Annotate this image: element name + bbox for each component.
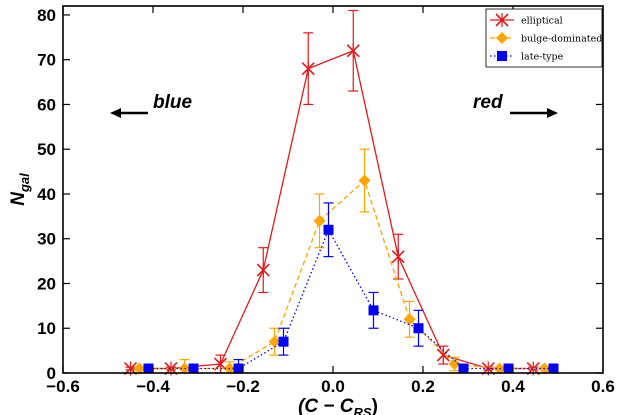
data-point [403,313,416,326]
y-tick-label: 70 [37,51,56,70]
legend-marker [496,32,508,44]
y-tick-label: 0 [47,364,56,383]
data-point [233,363,244,374]
y-tick-label: 30 [37,230,56,249]
x-tick-label: −0.2 [226,377,260,396]
series-elliptical [123,9,540,376]
annotation-red-text: red [473,92,503,113]
data-point [368,305,379,316]
y-tick-label: 50 [37,140,56,159]
series-bulge-dominated [133,148,551,375]
annotation-blue-arrow-head [110,108,121,118]
x-tick-label: 0.2 [411,377,435,396]
x-tick-label: 0.0 [321,377,345,396]
data-point [448,358,461,371]
series-line [148,228,554,370]
x-axis-label-main: (C − C [298,396,354,415]
x-axis-label: (C − CRS) [298,396,378,415]
legend-marker [495,13,509,27]
data-point [188,363,199,374]
data-point [358,174,371,187]
legend-label: elliptical [521,16,563,27]
y-axis-label: Ngal [8,173,32,206]
legend-label: bulge-dominated [521,34,602,45]
data-point [391,249,405,264]
plot-marks [123,9,559,376]
data-point [143,363,154,374]
x-tick-label: 0.6 [591,377,615,396]
data-point [323,224,334,235]
data-point [548,363,559,374]
series-line [139,179,545,370]
legend-label: late-type [521,52,564,63]
annotation-red: red [473,92,558,118]
series-late-type [143,202,559,374]
y-tick-label: 80 [37,6,56,25]
data-point [256,263,270,278]
y-tick-label: 10 [37,319,56,338]
annotation-blue-text: blue [153,92,192,113]
data-point [268,335,281,348]
y-axis-label-sub: gal [17,173,32,193]
data-point [278,336,289,347]
legend-entries: elliptical bulge-dominated late-type [490,13,602,63]
data-point [133,362,146,375]
x-tick-label: −0.6 [46,377,80,396]
data-point [313,214,326,227]
legend-marker [497,51,507,61]
legend: elliptical bulge-dominated late-type [485,8,603,68]
x-axis-label-close: ) [372,396,378,415]
y-tick-label: 40 [37,185,56,204]
legend-entry-elliptical: elliptical [490,13,563,27]
y-axis-label-main: N [8,191,29,206]
data-point [413,323,424,334]
annotation-red-arrow-head [547,108,558,118]
y-tick-label: 60 [37,95,56,114]
axis-ticks: −0.6 −0.4 −0.2 0.0 0.2 0.4 0.6 0 10 20 30 40 50 60 70 8… [37,6,615,396]
data-point [301,61,315,76]
y-tick-label: 20 [37,274,56,293]
x-axis-label-sub: RS [354,405,372,415]
legend-entry-bulge-dominated: bulge-dominated [490,32,602,45]
legend-entry-late-type: late-type [490,51,564,63]
x-tick-label: 0.4 [501,377,525,396]
data-point [458,363,469,374]
x-tick-label: −0.4 [136,377,170,396]
annotation-blue: blue [110,92,192,118]
data-point [346,43,360,58]
data-point [503,363,514,374]
